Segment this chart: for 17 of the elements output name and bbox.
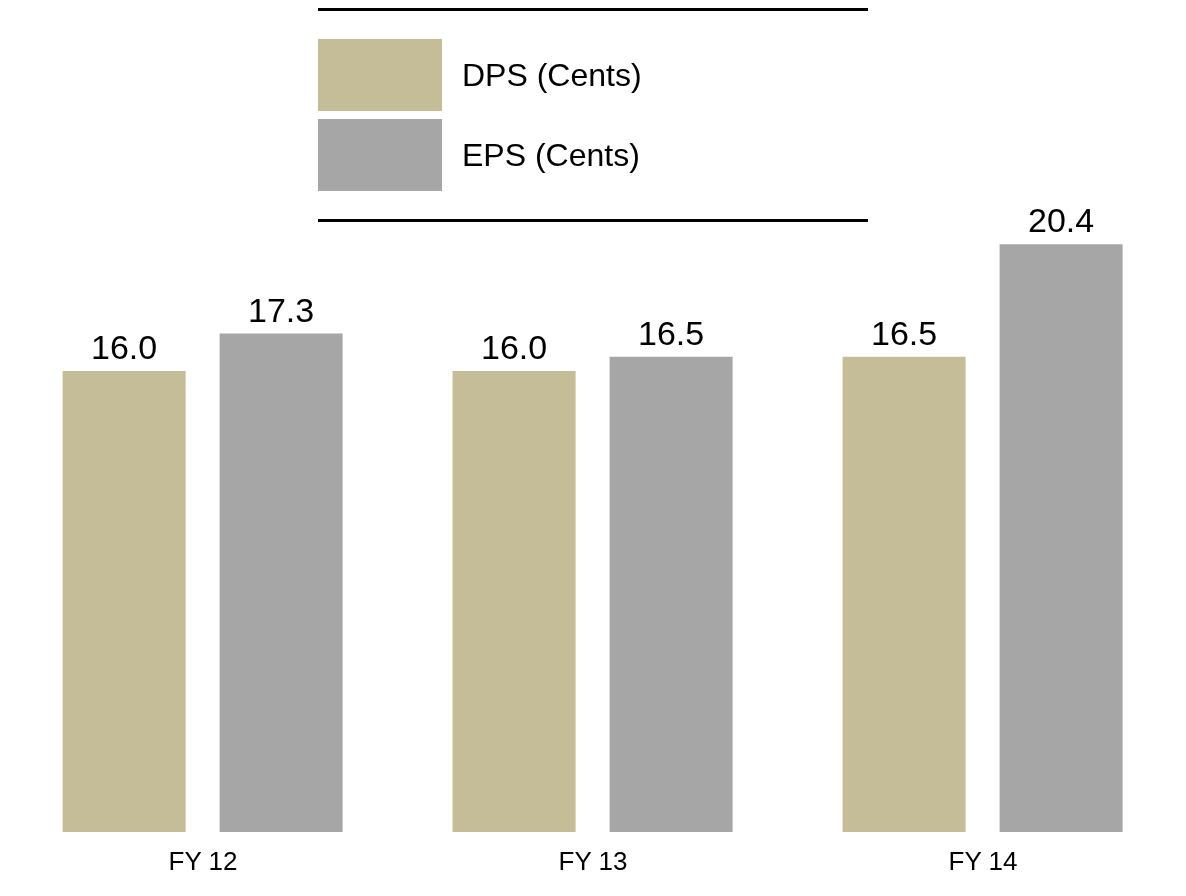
data-label: 16.0 — [481, 328, 548, 367]
bar — [999, 244, 1123, 832]
data-label: 17.3 — [248, 290, 315, 329]
legend-label: DPS (Cents) — [462, 56, 642, 94]
bar — [219, 333, 343, 832]
data-label: 16.5 — [871, 313, 938, 352]
legend-label: EPS (Cents) — [462, 136, 640, 174]
data-label: 16.5 — [638, 313, 705, 352]
data-label: 16.0 — [91, 328, 158, 367]
bar — [452, 371, 576, 832]
x-tick-label: FY 12 — [168, 846, 238, 877]
bar — [609, 356, 733, 832]
bar — [842, 356, 966, 832]
data-label: 20.4 — [1028, 201, 1095, 240]
bar — [62, 371, 186, 832]
x-tick-label: FY 13 — [558, 846, 628, 877]
x-tick-label: FY 14 — [948, 846, 1018, 877]
